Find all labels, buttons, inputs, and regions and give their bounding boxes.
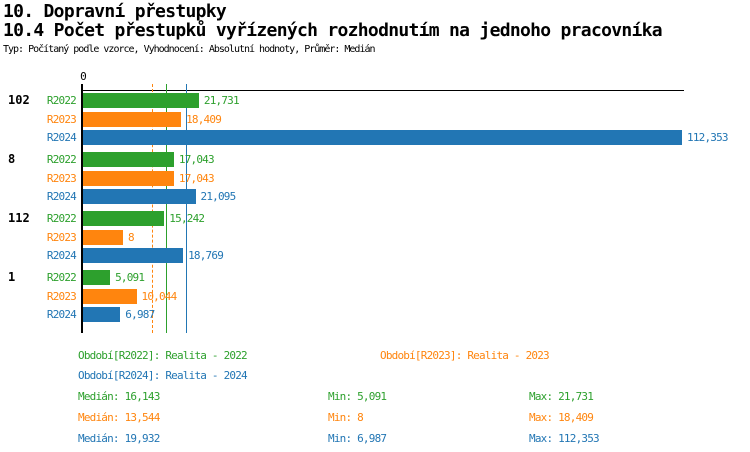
stat-median-r2024: Medián: 19,932 — [78, 432, 160, 445]
bar-r2024 — [83, 130, 682, 145]
bar-row: R2023 17,043 — [0, 170, 750, 186]
bar-value-label: 21,731 — [203, 94, 240, 107]
stat-max-r2024: Max: 112,353 — [529, 432, 600, 445]
bar-r2023 — [83, 111, 182, 127]
stat-median-r2023: Medián: 13,544 — [78, 411, 160, 424]
bar-value-label: 18,769 — [188, 249, 224, 262]
bar-value-label: 17,043 — [178, 171, 215, 185]
year-label: R2023 — [46, 230, 77, 244]
bar-value-label: 18,409 — [186, 112, 222, 126]
bar-value-label: 10,044 — [141, 289, 178, 303]
bar-r2024 — [83, 248, 184, 263]
group-label: 112 — [8, 211, 30, 225]
bar-r2023 — [83, 288, 137, 304]
bar-row: R2024 6,987 — [0, 307, 750, 322]
legend-item-r2024: Období[R2024]: Realita - 2024 — [78, 369, 248, 382]
bar-row: R2024 21,095 — [0, 189, 750, 204]
group-label: 8 — [8, 152, 16, 166]
bar-row: R2024 112,353 — [0, 130, 750, 145]
year-label: R2022 — [46, 94, 77, 107]
page-subtitle: 10.4 Počet přestupků vyřízených rozhodnu… — [3, 20, 663, 41]
stat-max-r2023: Max: 18,409 — [529, 411, 594, 424]
bar-value-label: 15,242 — [169, 212, 205, 225]
chart-y-axis — [81, 84, 83, 333]
bar-r2023 — [83, 229, 123, 245]
bar-row: 112 R2022 15,242 — [0, 211, 750, 226]
stat-min-r2023: Min: 8 — [328, 411, 364, 424]
bar-row: R2023 18,409 — [0, 111, 750, 127]
year-label: R2022 — [46, 271, 77, 284]
stat-min-r2022: Min: 5,091 — [328, 390, 387, 403]
median-line-r2024 — [186, 84, 188, 333]
bar-r2024 — [83, 307, 121, 322]
bar-value-label: 17,043 — [178, 153, 215, 166]
group-label: 1 — [8, 270, 16, 284]
stat-min-r2024: Min: 6,987 — [328, 432, 387, 445]
bar-r2022 — [83, 152, 174, 167]
bar-row: 1 R2022 5,091 — [0, 270, 750, 285]
bar-row: R2023 10,044 — [0, 288, 750, 304]
bar-r2022 — [83, 270, 111, 285]
year-label: R2024 — [46, 249, 77, 262]
bar-r2022 — [83, 93, 199, 108]
chart-top-border — [82, 90, 684, 91]
median-line-r2022 — [166, 84, 168, 333]
bar-row: R2023 8 — [0, 229, 750, 245]
year-label: R2024 — [46, 131, 77, 144]
stat-max-r2022: Max: 21,731 — [529, 390, 594, 403]
year-label: R2022 — [46, 153, 77, 166]
axis-zero-label: 0 — [80, 70, 87, 83]
year-label: R2024 — [46, 308, 77, 321]
bar-r2022 — [83, 211, 165, 226]
bar-r2024 — [83, 189, 196, 204]
median-line-r2023 — [152, 84, 154, 333]
stat-median-r2022: Medián: 16,143 — [78, 390, 160, 403]
page-title: 10. Dopravní přestupky — [3, 1, 227, 22]
chart-meta: Typ: Počítaný podle vzorce, Vyhodnocení:… — [3, 44, 376, 55]
group-label: 102 — [8, 93, 30, 107]
legend-item-r2023: Období[R2023]: Realita - 2023 — [380, 349, 550, 362]
bar-value-label: 112,353 — [687, 131, 729, 144]
year-label: R2023 — [46, 112, 77, 126]
bar-value-label: 6,987 — [125, 308, 155, 321]
year-label: R2023 — [46, 171, 77, 185]
bar-value-label: 8 — [128, 230, 135, 244]
year-label: R2022 — [46, 212, 77, 225]
legend-item-r2022: Období[R2022]: Realita - 2022 — [78, 349, 248, 362]
bar-r2023 — [83, 170, 174, 186]
year-label: R2024 — [46, 190, 77, 203]
bar-row: R2024 18,769 — [0, 248, 750, 263]
year-label: R2023 — [46, 289, 77, 303]
bar-value-label: 5,091 — [115, 271, 145, 284]
bar-value-label: 21,095 — [200, 190, 237, 203]
bar-row: 8 R2022 17,043 — [0, 152, 750, 167]
bar-row: 102 R2022 21,731 — [0, 93, 750, 108]
